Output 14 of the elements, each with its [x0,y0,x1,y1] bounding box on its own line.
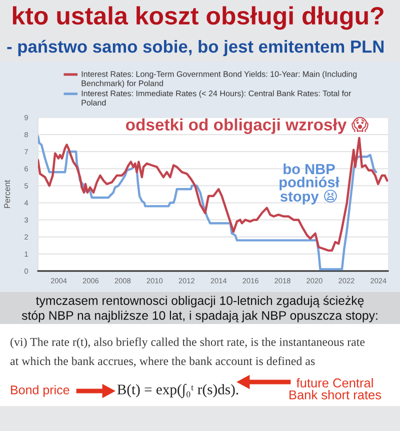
text: Bond price [11,385,70,397]
chart-title: kto ustala koszt obsługi długu? [12,6,384,30]
legend-label: Interest Rates: Long-Term Government Bond Yields: 10-Year: Main (Including Benchmark) for Poland [82,71,357,88]
text: (vi) The rate r(t), also briefly called the short rate, is the instantaneous rate at which the bank accrues, where the bank account is defined as [10,337,365,367]
legend-label: Interest Rates: Immediate Rates (< 24 Hours): Central Bank Rates: Total for Poland [82,90,352,106]
y-axis-title: Percent [4,180,10,208]
line-series [38,136,388,252]
text: B(t) = exp(∫₀ᵗ r(s)ds). [117,384,238,398]
text: tymczasem rentownosci obligacji 10-letnich zgadują ścieżkę stóp NBP na najbliższe 10 lat, i spadają jak NBP opuszcza stopy: [22,296,378,322]
chart-subtitle: - państwo samo sobie, bo jest emitentem PLN [7,40,384,56]
text: future Central Bank short rates [290,378,382,400]
annotation: odsetki od obligacji wzrosły 😱 [126,117,368,134]
line-series [38,135,378,270]
annotation: bo NBP podniósł stopy 😫 [280,164,340,204]
